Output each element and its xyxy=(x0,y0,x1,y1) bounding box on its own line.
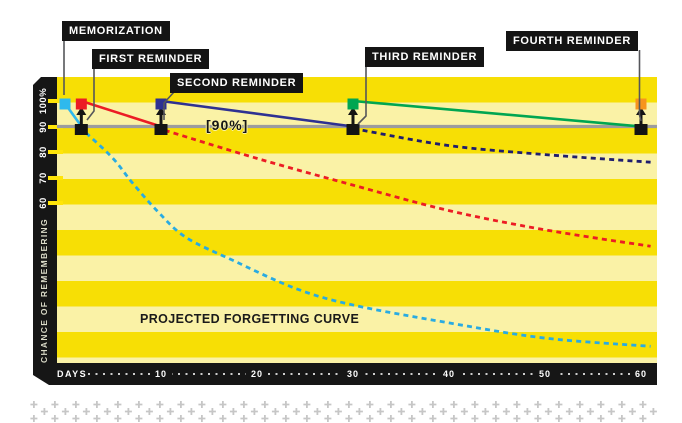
third-reminder-arrow-stem xyxy=(351,113,355,124)
y-tick xyxy=(48,175,63,180)
y-tick xyxy=(48,201,63,205)
first-reminder-marker-square xyxy=(75,98,87,110)
second-reminder-pointer-line xyxy=(163,91,175,120)
x-axis-dotted-ruler xyxy=(88,373,646,375)
first-reminder-floor-marker xyxy=(74,124,88,135)
ninety-percent-annotation: [90%] xyxy=(206,117,249,133)
third-reminder-tag: THIRD REMINDER xyxy=(365,47,485,67)
series-projected-decay-after-second-reminder xyxy=(362,128,651,164)
second-reminder-tag: SECOND REMINDER xyxy=(170,73,304,93)
x-tick-label: 20 xyxy=(245,364,269,384)
series-retention-after-second-reminder xyxy=(160,99,354,128)
x-tick-label: 10 xyxy=(149,364,173,384)
fourth-reminder-arrow-head xyxy=(636,107,646,115)
x-axis-title: DAYS xyxy=(57,369,88,379)
second-reminder-floor-marker xyxy=(154,124,168,135)
series-projected-decay-after-first-reminder xyxy=(164,128,651,248)
third-reminder-arrow-head xyxy=(348,107,358,115)
third-reminder-floor-marker xyxy=(346,124,360,135)
y-tick xyxy=(48,150,63,154)
y-tick xyxy=(48,124,63,129)
first-reminder-arrow-head xyxy=(76,107,87,115)
x-tick-label: 30 xyxy=(341,364,365,384)
second-reminder-arrow-stem xyxy=(159,113,163,124)
fourth-reminder-floor-marker xyxy=(634,124,648,135)
series-retention-after-third-reminder xyxy=(352,99,642,128)
memorization-marker-square xyxy=(59,98,71,110)
forgetting-curve-annotation: PROJECTED FORGETTING CURVE xyxy=(140,312,360,326)
plus-pattern-footer xyxy=(30,401,658,422)
first-reminder-tag: FIRST REMINDER xyxy=(92,49,210,69)
third-reminder-marker-square xyxy=(347,98,359,110)
y-tick xyxy=(48,99,63,103)
x-tick-label: 60 xyxy=(629,364,653,384)
second-reminder-marker-square xyxy=(155,98,167,110)
memorization-tag: MEMORIZATION xyxy=(62,21,170,41)
x-tick-label: 50 xyxy=(533,364,557,384)
callout-pointer-lines xyxy=(63,40,642,125)
third-reminder-pointer-line xyxy=(357,66,367,125)
series-projected-forgetting-curve-no-reminders- xyxy=(85,131,651,348)
first-reminder-pointer-line xyxy=(86,68,95,121)
marker-layer xyxy=(59,98,648,135)
x-tick-label: 40 xyxy=(437,364,461,384)
fourth-reminder-marker-square xyxy=(635,98,647,110)
first-reminder-arrow-stem xyxy=(79,113,83,124)
series-layer xyxy=(57,99,657,348)
fourth-reminder-tag: FOURTH REMINDER xyxy=(505,31,638,51)
plus-pattern-rect xyxy=(30,401,658,422)
fourth-reminder-pointer-line xyxy=(638,50,642,122)
